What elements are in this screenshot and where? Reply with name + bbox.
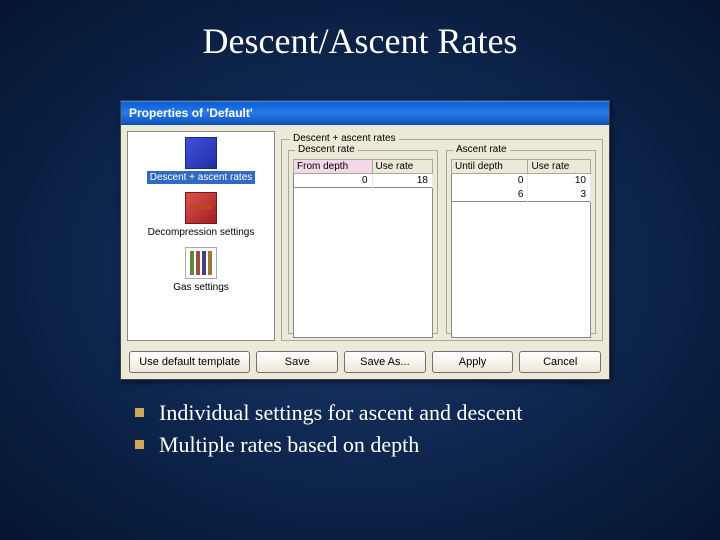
main-panel: Descent + ascent rates Descent rate From… — [281, 131, 603, 341]
col-use-rate[interactable]: Use rate — [372, 160, 433, 174]
slide-title: Descent/Ascent Rates — [0, 0, 720, 77]
group-label: Descent + ascent rates — [290, 133, 399, 144]
save-as-button[interactable]: Save As... — [344, 351, 426, 373]
sidebar-item-descent-ascent[interactable]: Descent + ascent rates — [130, 134, 272, 189]
col-from-depth[interactable]: From depth — [294, 160, 373, 174]
gas-icon — [185, 247, 217, 279]
dialog-title-text: Properties of 'Default' — [129, 106, 253, 120]
group-label: Descent rate — [295, 144, 358, 155]
apply-button[interactable]: Apply — [432, 351, 514, 373]
save-button[interactable]: Save — [256, 351, 338, 373]
descent-rate-table[interactable]: From depth Use rate 0 18 — [293, 159, 433, 188]
group-ascent-rate: Ascent rate Until depth Use rate 0 10 — [446, 150, 596, 334]
sidebar-item-label: Descent + ascent rates — [147, 171, 256, 184]
cell-depth[interactable]: 0 — [294, 174, 373, 188]
dialog-titlebar[interactable]: Properties of 'Default' — [121, 101, 609, 125]
bullet-item: Multiple rates based on depth — [135, 432, 523, 458]
table-row[interactable]: 0 10 — [452, 174, 591, 188]
descent-table-body-area[interactable] — [293, 188, 433, 338]
properties-dialog: Properties of 'Default' Descent + ascent… — [120, 100, 610, 380]
dialog-body: Descent + ascent rates Decompression set… — [121, 125, 609, 347]
bullet-item: Individual settings for ascent and desce… — [135, 400, 523, 426]
dialog-button-row: Use default template Save Save As... App… — [121, 347, 609, 379]
sidebar-item-label: Gas settings — [170, 281, 232, 294]
cell-depth[interactable]: 0 — [452, 174, 528, 188]
deco-icon — [185, 192, 217, 224]
group-descent-rate: Descent rate From depth Use rate 0 18 — [288, 150, 438, 334]
cancel-button[interactable]: Cancel — [519, 351, 601, 373]
col-until-depth[interactable]: Until depth — [452, 160, 528, 174]
cell-rate[interactable]: 10 — [528, 174, 591, 188]
col-use-rate[interactable]: Use rate — [528, 160, 591, 174]
ascent-table-body-area[interactable] — [451, 202, 591, 338]
sidebar-item-decompression[interactable]: Decompression settings — [130, 189, 272, 244]
sidebar-item-label: Decompression settings — [145, 226, 258, 239]
sidebar-item-gas[interactable]: Gas settings — [130, 244, 272, 299]
settings-sidebar[interactable]: Descent + ascent rates Decompression set… — [127, 131, 275, 341]
table-row[interactable]: 6 3 — [452, 188, 591, 202]
cell-rate[interactable]: 3 — [528, 188, 591, 202]
use-default-button[interactable]: Use default template — [129, 351, 250, 373]
group-label: Ascent rate — [453, 144, 510, 155]
ascent-rate-table[interactable]: Until depth Use rate 0 10 6 3 — [451, 159, 591, 202]
cell-rate[interactable]: 18 — [372, 174, 433, 188]
cell-depth[interactable]: 6 — [452, 188, 528, 202]
table-row[interactable]: 0 18 — [294, 174, 433, 188]
dive-icon — [185, 137, 217, 169]
group-descent-ascent: Descent + ascent rates Descent rate From… — [281, 139, 603, 341]
slide-bullets: Individual settings for ascent and desce… — [135, 400, 523, 464]
